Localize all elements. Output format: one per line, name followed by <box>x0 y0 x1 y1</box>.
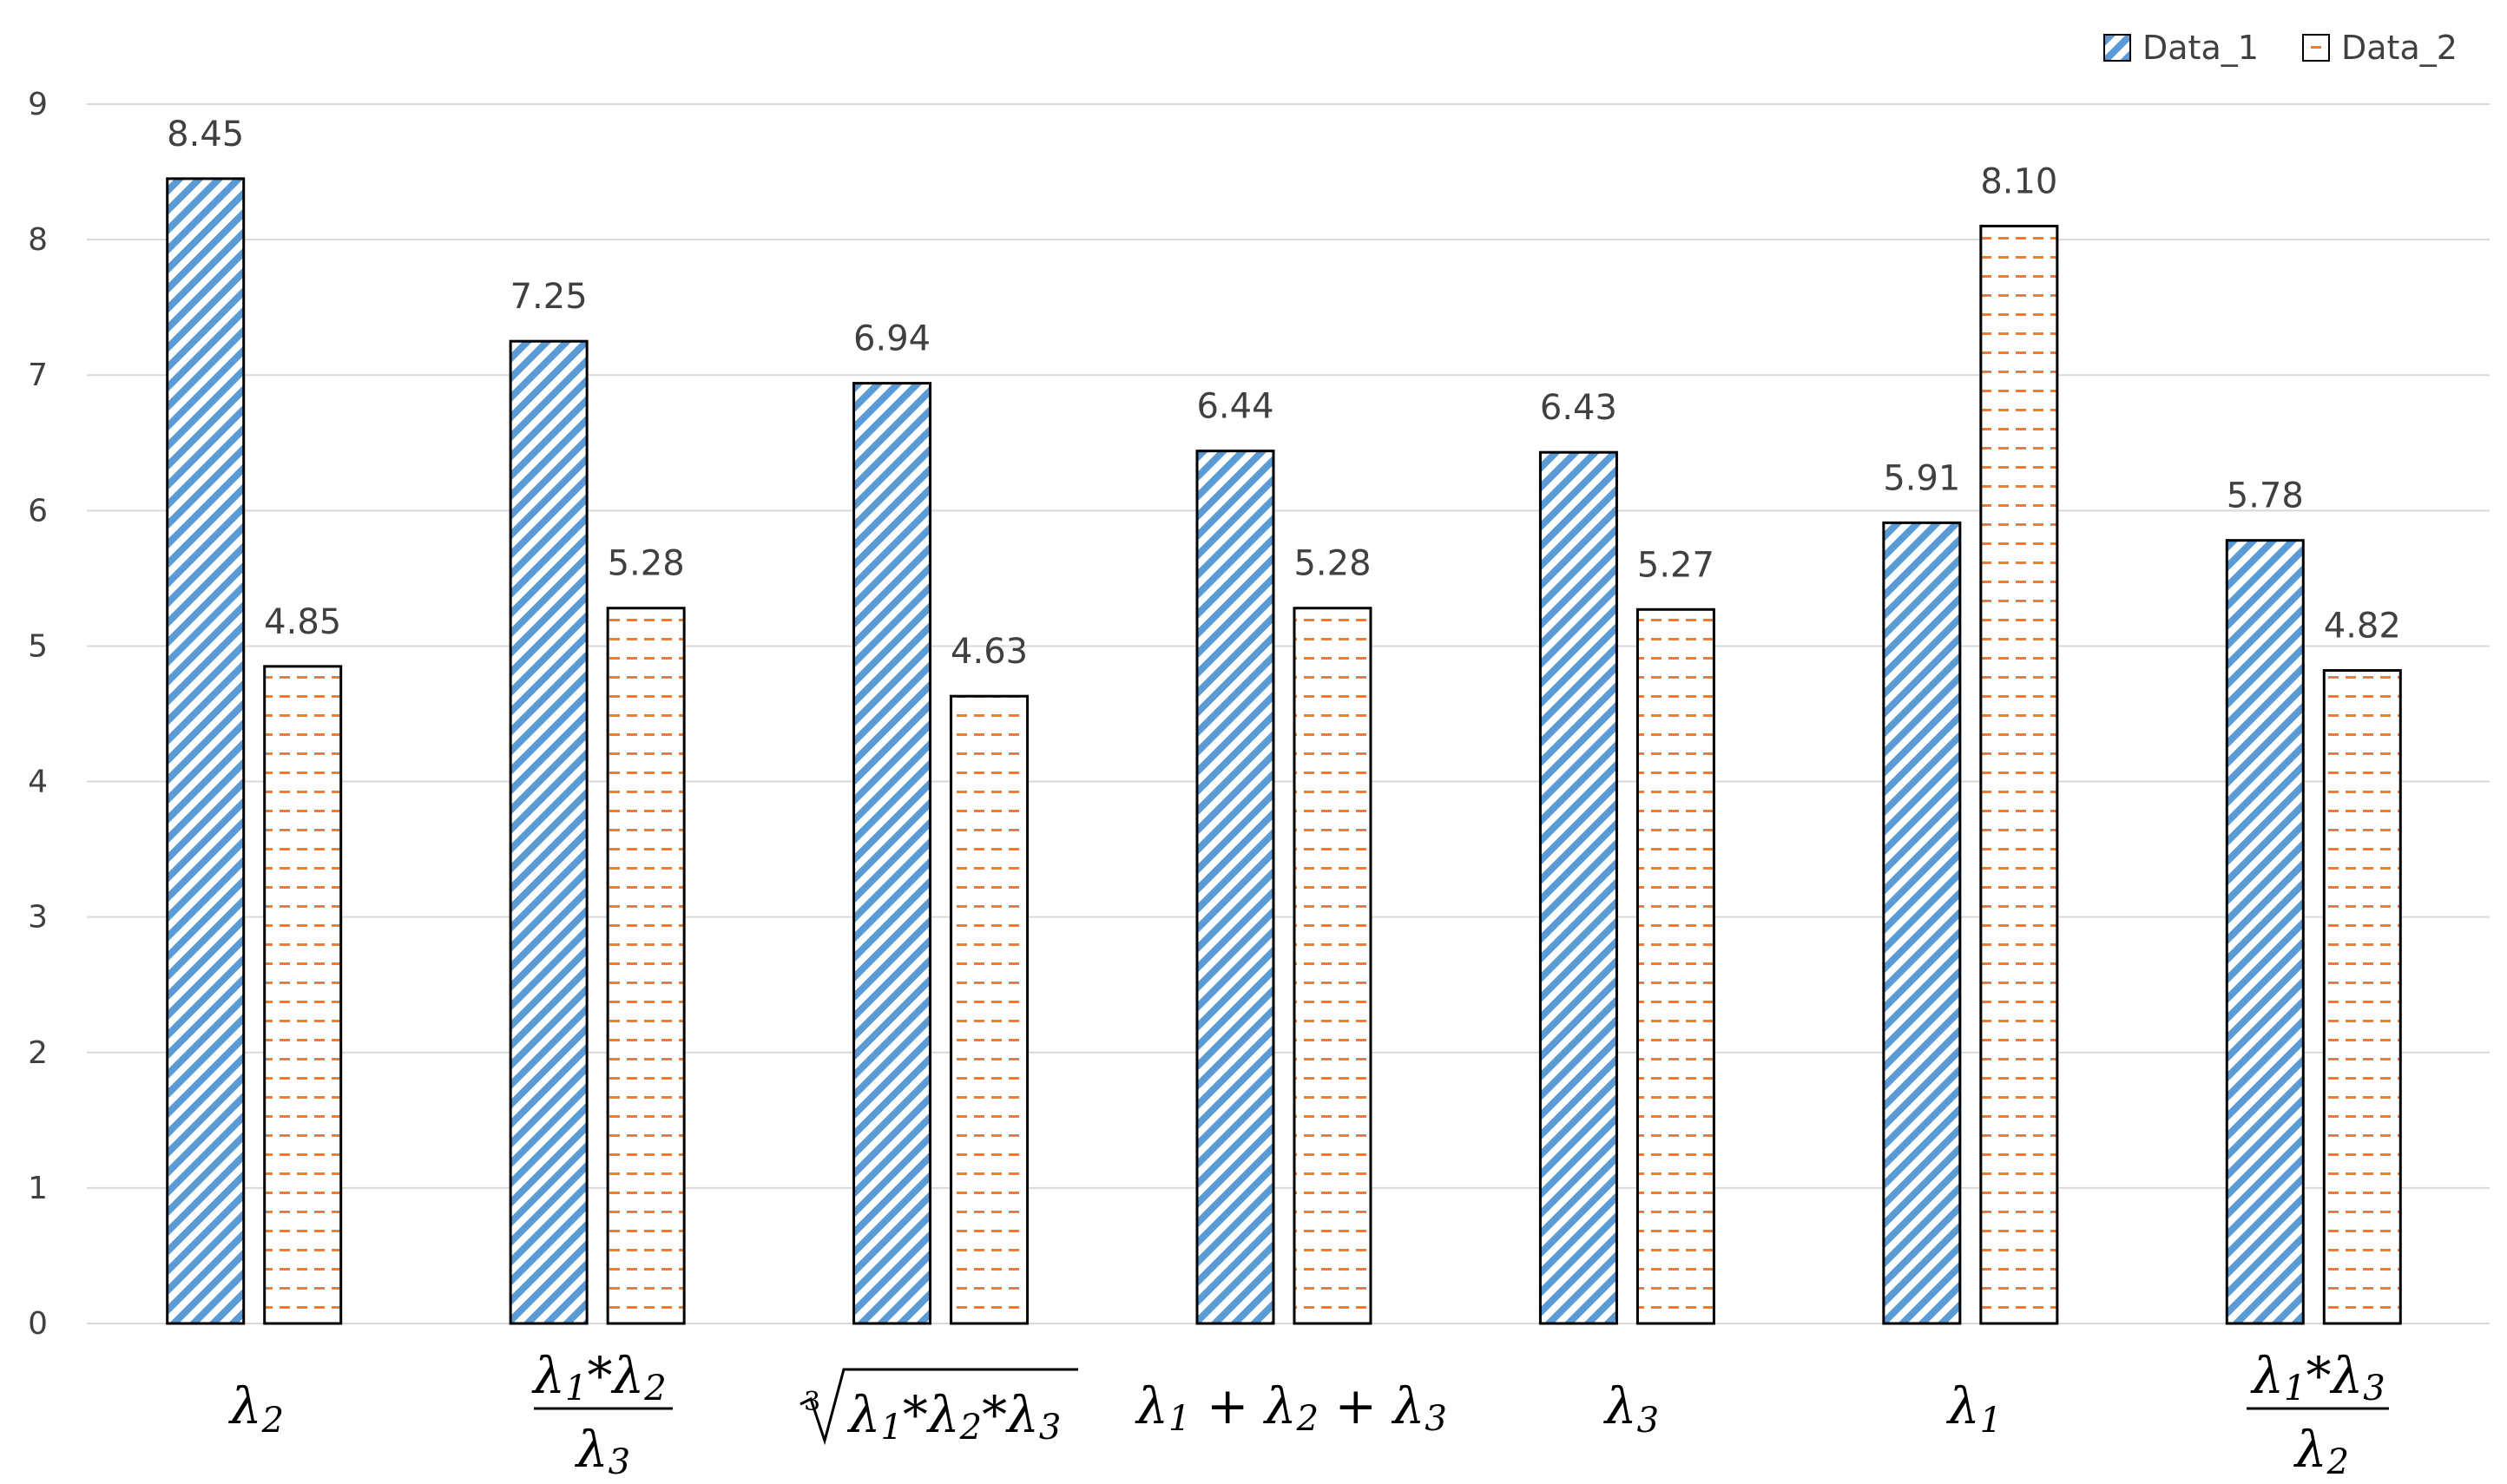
data-label-data-1-l1l3_over_l2: 5.78 <box>2227 476 2304 516</box>
legend-swatch-data-1 <box>2103 34 2131 62</box>
y-tick-label: 2 <box>28 1035 48 1071</box>
data-label-data-1-l2: 8.45 <box>167 115 244 154</box>
svg-text:λ3: λ3 <box>575 1420 630 1482</box>
category-label-l1l3-over-l2: λ1*λ3 λ2 <box>2247 1346 2389 1482</box>
legend-label-data-1: Data_1 <box>2142 29 2259 67</box>
legend: Data_1 Data_2 <box>2103 29 2458 67</box>
y-tick-label: 4 <box>28 765 48 800</box>
svg-text:λ1 + λ2 + λ3: λ1 + λ2 + λ3 <box>1135 1376 1447 1439</box>
data-label-data-2-cbrt: 4.63 <box>951 632 1028 672</box>
data-label-data-2-l1: 8.10 <box>1980 162 2057 202</box>
data-label-data-2-l1l2_over_l3: 5.28 <box>608 544 685 584</box>
legend-label-data-2: Data_2 <box>2341 29 2458 67</box>
bar-data-2-l3 <box>1635 607 1715 1325</box>
y-tick-label: 6 <box>28 493 48 529</box>
bar-data-1-sum <box>1195 450 1275 1325</box>
svg-text:λ1*λ3: λ1*λ3 <box>2250 1346 2385 1408</box>
bar-data-1-cbrt <box>852 382 932 1325</box>
data-label-data-1-l1: 5.91 <box>1883 458 1960 498</box>
svg-text:λ1*λ2: λ1*λ2 <box>531 1346 666 1408</box>
data-labels: 8.45 4.85 7.25 5.28 6.94 4.63 6.44 5.28 6.43 5.27… <box>167 115 2401 672</box>
category-label-l2: λ2 <box>228 1376 284 1441</box>
y-tick-label: 7 <box>28 358 48 393</box>
bar-data-2-l1 <box>1979 225 2059 1325</box>
bar-data-1-l3 <box>1538 450 1618 1325</box>
gridlines <box>87 103 2490 1324</box>
category-label-l1: λ1 <box>1946 1376 2002 1441</box>
data-label-data-1-sum: 6.44 <box>1196 387 1273 427</box>
y-axis-ticks: 0 1 2 3 4 5 6 7 8 9 <box>28 87 48 1342</box>
y-tick-label: 1 <box>28 1171 48 1206</box>
category-label-sum: λ1 + λ2 + λ3 <box>1135 1376 1447 1439</box>
bar-data-1-l1l3_over_l2 <box>2225 539 2305 1325</box>
svg-text:λ2: λ2 <box>2293 1420 2349 1482</box>
bar-data-2-l1l3_over_l2 <box>2322 669 2402 1325</box>
bars <box>166 177 2402 1325</box>
svg-text:λ1*λ2*λ3: λ1*λ2*λ3 <box>847 1385 1062 1448</box>
bar-data-1-l2 <box>166 177 246 1325</box>
legend-swatch-data-2 <box>2302 34 2330 62</box>
svg-text:λ3: λ3 <box>1603 1376 1659 1441</box>
bar-data-2-l2 <box>263 665 343 1325</box>
svg-text:λ1: λ1 <box>1946 1376 2002 1441</box>
bar-data-2-sum <box>1293 607 1372 1325</box>
data-label-data-1-cbrt: 6.94 <box>853 319 931 359</box>
category-label-l1l2-over-l3: λ1*λ2 λ3 <box>531 1346 673 1482</box>
category-label-cube-root: 3 λ1*λ2*λ3 <box>799 1368 1078 1448</box>
bar-data-1-l1 <box>1882 521 1962 1325</box>
y-tick-label: 3 <box>28 900 48 936</box>
data-label-data-1-l3: 6.43 <box>1540 388 1617 428</box>
y-tick-label: 9 <box>28 87 48 122</box>
data-label-data-2-l3: 5.27 <box>1637 545 1714 585</box>
bar-data-2-cbrt <box>950 694 1030 1325</box>
data-label-data-1-l1l2_over_l3: 7.25 <box>510 277 588 317</box>
data-label-data-2-l2: 4.85 <box>264 602 341 642</box>
svg-text:λ2: λ2 <box>228 1376 284 1441</box>
y-tick-label: 0 <box>28 1306 48 1342</box>
data-label-data-2-l1l3_over_l2: 4.82 <box>2324 607 2401 647</box>
y-tick-label: 8 <box>28 222 48 258</box>
data-label-data-2-sum: 5.28 <box>1293 544 1371 584</box>
bar-data-1-l1l2_over_l3 <box>509 339 589 1325</box>
x-axis-categories: λ2 λ1*λ2 λ3 3 λ1*λ2*λ3 λ1 + λ2 + λ3 λ3 λ… <box>228 1346 2389 1482</box>
bar-data-2-l1l2_over_l3 <box>606 607 686 1325</box>
category-label-l3: λ3 <box>1603 1376 1659 1441</box>
y-tick-label: 5 <box>28 628 48 664</box>
